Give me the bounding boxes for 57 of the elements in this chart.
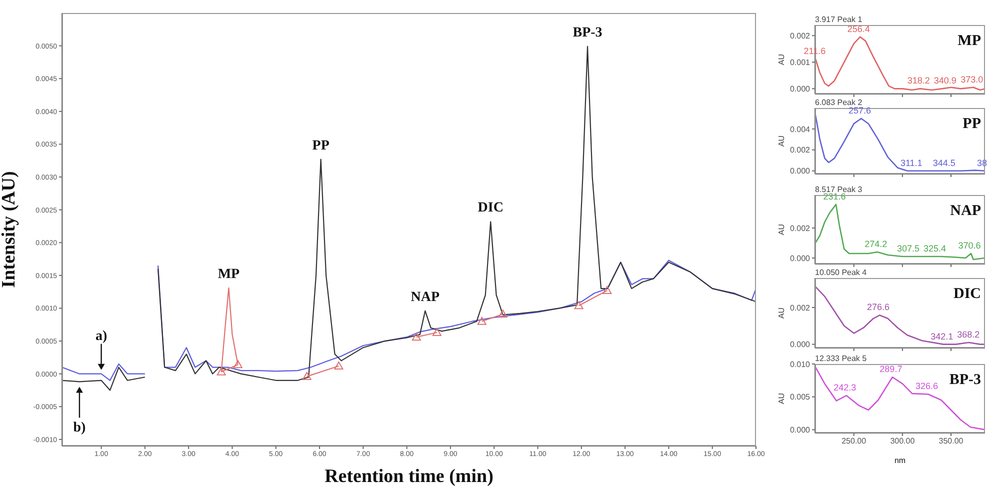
y-tick-label: 0.005 [790,392,811,402]
y-tick-label: 0.000 [790,340,811,350]
y-tick-label: 0.000 [790,254,811,263]
annotation: 256.4 [847,24,870,34]
y-tick-label: 0.002 [790,303,811,312]
chart-title: 10.050 Peak 4 [815,267,867,278]
x-axis-title: nm [894,456,906,465]
annotation: 276.6 [866,302,890,312]
annotation: PP [962,116,981,133]
annotation: BP-3 [572,25,602,40]
chart-title: 6.083 Peak 2 [815,97,862,107]
y-tick-label: 0.002 [790,146,811,155]
text: b) [73,420,86,436]
chart-title: 12.333 Peak 5 [815,353,867,364]
annotation: 344.5 [932,158,956,168]
y-axis-title: AU [777,392,786,404]
y-tick-label: 0.000 [790,84,811,94]
y-axis-title: AU [777,224,786,236]
y-tick-label: 0.004 [790,124,811,134]
annotation: 342.1 [930,331,954,342]
series-label: a) [95,328,108,344]
annotation: MP [218,266,240,282]
y-tick-label: 0.000 [790,166,811,176]
y-axis-title: AU [777,135,786,147]
annotation: NAP [410,290,440,305]
annotation: 340.9 [934,76,956,86]
annotation: BP-3 [949,372,981,388]
annotation: NAP [949,203,981,220]
annotation: 370.6 [958,240,981,250]
chart-title: 8.517 Peak 3 [815,184,862,194]
y-tick-label: 0.010 [790,360,811,369]
chart-title: 3.917 Peak 1 [815,14,862,25]
y-tick-label: 0.000 [790,426,811,435]
annotation: 373.0 [960,74,984,84]
annotation: DIC [478,200,504,216]
annotation: MP [956,33,981,50]
y-axis-title: AU [777,307,786,319]
x-tick-label: 250.00 [842,436,867,446]
annotation: 318.2 [907,76,930,86]
y-axis-title: AU [777,54,786,66]
annotation: PP [312,138,330,154]
annotation: DIC [952,286,981,303]
annotation: 274.2 [864,239,888,249]
x-tick-label: 350.00 [938,436,964,446]
y-tick-label: 0.002 [790,224,811,233]
x-tick-label: 300.00 [890,436,916,446]
annotation: 325.4 [923,244,946,254]
annotation: 289.7 [880,364,902,374]
annotation: 311.1 [900,158,922,168]
annotation: 242.3 [834,382,856,393]
y-tick-label: 0.001 [790,58,811,67]
x-axis-title: Retention time (min) [324,466,494,487]
annotation: 326.6 [916,381,938,392]
y-tick-label: 0.002 [790,31,811,40]
annotation: 368.2 [957,329,980,340]
annotation: 307.5 [896,244,920,254]
y-axis-title: Intensity (AU) [0,171,20,288]
